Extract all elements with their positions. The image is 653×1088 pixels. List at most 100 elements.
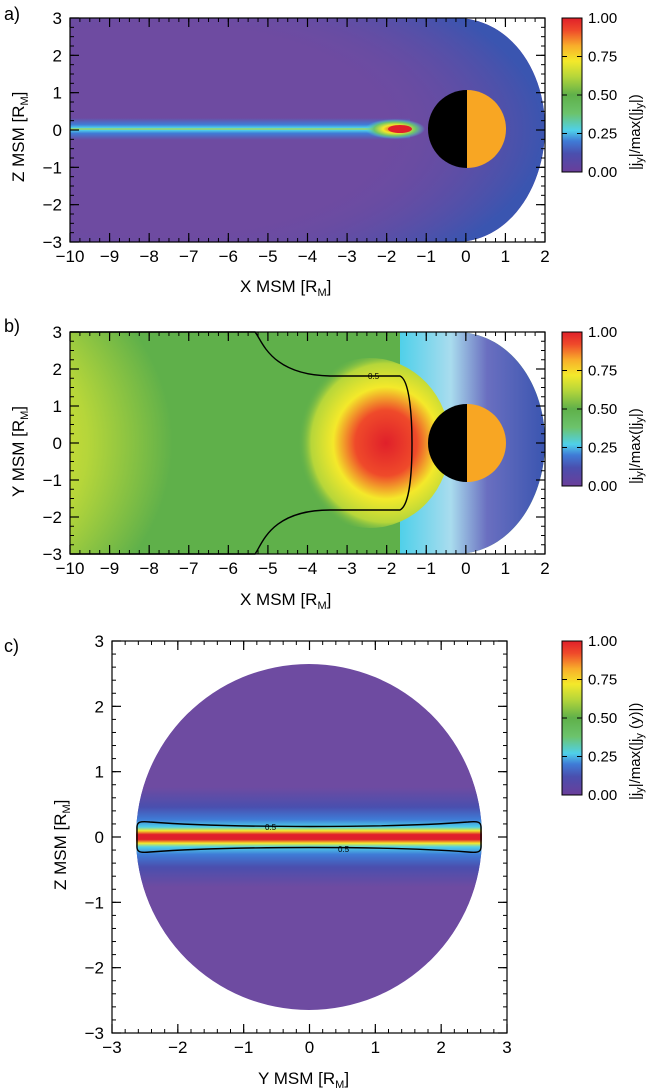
contour-line-c-ends bbox=[136, 827, 482, 847]
colorbar-tick-label: 0.00 bbox=[588, 787, 617, 804]
y-tick-label: 0 bbox=[53, 434, 62, 453]
panel-a-xlabel: X MSM [RM] bbox=[240, 277, 331, 299]
x-tick-label: 1 bbox=[501, 559, 510, 578]
y-tick-label: 0 bbox=[53, 121, 62, 140]
x-tick-label: −6 bbox=[219, 247, 238, 266]
panel-b-ylabel: Y MSM [RM] bbox=[9, 406, 31, 497]
panel-c-heatmap bbox=[136, 664, 482, 1010]
colorbar-tick-label: 0.75 bbox=[588, 363, 617, 380]
colorbar-tick-label: 0.25 bbox=[588, 440, 617, 457]
panel-b-label: b) bbox=[4, 316, 20, 336]
x-tick-label: −4 bbox=[298, 559, 317, 578]
colorbar-tick-label: 0.50 bbox=[588, 401, 617, 418]
planet-dayside bbox=[467, 404, 506, 482]
y-tick-label: 1 bbox=[53, 397, 62, 416]
x-tick-label: 2 bbox=[540, 247, 549, 266]
x-tick-label: −5 bbox=[258, 559, 277, 578]
colorbar-tick-label: 0.00 bbox=[588, 164, 617, 181]
y-tick-label: −2 bbox=[43, 196, 62, 215]
x-tick-label: 1 bbox=[501, 247, 510, 266]
planet-dayside bbox=[467, 90, 506, 168]
x-tick-label: −3 bbox=[337, 247, 356, 266]
x-tick-label: −2 bbox=[168, 1038, 187, 1057]
panel-a-colorbar-title: |jy|/max(|jy|) bbox=[627, 94, 646, 170]
colorbar-tick-label: 0.50 bbox=[588, 710, 617, 727]
colorbar-tick-label: 1.00 bbox=[588, 10, 617, 27]
panel-b-heatmap bbox=[70, 332, 545, 554]
panel-b-xlabel: X MSM [RM] bbox=[240, 590, 331, 612]
y-tick-label: −3 bbox=[43, 233, 62, 252]
y-tick-label: −1 bbox=[43, 471, 62, 490]
x-tick-label: −2 bbox=[377, 247, 396, 266]
y-tick-label: −3 bbox=[85, 1024, 104, 1043]
x-tick-label: −3 bbox=[102, 1038, 121, 1057]
panel-a-colorbar: 1.00 0.75 0.50 0.25 0.00 |jy|/max(|jy|) bbox=[561, 10, 646, 181]
x-tick-label: −10 bbox=[56, 247, 85, 266]
planet-b bbox=[428, 404, 506, 482]
x-tick-label: −9 bbox=[100, 559, 119, 578]
colorbar-tick-label: 1.00 bbox=[588, 324, 617, 341]
x-tick-label: 1 bbox=[371, 1038, 380, 1057]
contour-label-c-bottom: 0.5 bbox=[338, 845, 350, 854]
panel-c-axes: −3 −2 −1 0 1 2 3 3 2 1 0 −1 −2 −3 bbox=[85, 632, 512, 1057]
y-tick-label: 1 bbox=[53, 84, 62, 103]
panel-c: c) 0.5 0.5 −3 −2 −1 0 1 2 3 3 2 1 0 −1 −2 −3 Y MSM [R… bbox=[4, 632, 646, 1088]
contour-line-b bbox=[70, 331, 413, 555]
x-tick-label: 0 bbox=[305, 1038, 314, 1057]
x-tick-label: −7 bbox=[179, 247, 198, 266]
x-tick-label: 0 bbox=[461, 559, 470, 578]
x-tick-label: −9 bbox=[100, 247, 119, 266]
x-tick-label: 3 bbox=[502, 1038, 511, 1057]
x-tick-label: −2 bbox=[377, 559, 396, 578]
x-tick-label: −1 bbox=[234, 1038, 253, 1057]
planet-nightside bbox=[428, 404, 467, 482]
x-tick-label: −5 bbox=[258, 247, 277, 266]
x-tick-label: −8 bbox=[139, 247, 158, 266]
y-tick-label: 2 bbox=[53, 46, 62, 65]
x-tick-label: −1 bbox=[417, 559, 436, 578]
x-tick-label: −6 bbox=[219, 559, 238, 578]
colorbar-tick-label: 0.50 bbox=[588, 87, 617, 104]
panel-c-xlabel: Y MSM [RM] bbox=[258, 1069, 349, 1088]
panel-b: b) 0.5 −10 −9 −8 −7 −6 −5 −4 −3 −2 −1 0 1 23210−1−2−… bbox=[4, 316, 646, 612]
colorbar-tick-label: 1.00 bbox=[588, 633, 617, 650]
panel-c-colorbar-title: |jy|/max(|jy (y)|) bbox=[627, 703, 646, 800]
y-tick-label: 3 bbox=[95, 632, 104, 651]
planet-a bbox=[428, 90, 506, 168]
x-tick-label: 2 bbox=[540, 559, 549, 578]
y-tick-label: 3 bbox=[53, 323, 62, 342]
x-tick-label: −3 bbox=[337, 559, 356, 578]
panel-b-colorbar-title: |jy|/max(|jy|) bbox=[627, 408, 646, 484]
y-tick-label: −3 bbox=[43, 545, 62, 564]
x-tick-label: −1 bbox=[417, 247, 436, 266]
y-tick-label: 2 bbox=[53, 360, 62, 379]
contour-line-c-bottom bbox=[136, 846, 482, 854]
contour-label-b: 0.5 bbox=[368, 372, 380, 381]
y-tick-label: 3 bbox=[53, 9, 62, 28]
panel-a-label: a) bbox=[4, 4, 20, 24]
y-tick-label: −2 bbox=[43, 508, 62, 527]
x-tick-label: −4 bbox=[298, 247, 317, 266]
x-tick-label: 0 bbox=[461, 247, 470, 266]
panel-c-colorbar: 1.00 0.75 0.50 0.25 0.00 |jy|/max(|jy (y)|) bbox=[561, 633, 646, 804]
x-tick-label: −8 bbox=[139, 559, 158, 578]
contour-line-c-top bbox=[136, 820, 482, 828]
y-tick-label: −1 bbox=[85, 893, 104, 912]
y-tick-label: −1 bbox=[43, 158, 62, 177]
contour-label-c-top: 0.5 bbox=[265, 823, 277, 832]
panel-a-ylabel: Z MSM [RM] bbox=[9, 92, 31, 182]
colorbar-tick-label: 0.75 bbox=[588, 672, 617, 689]
panel-c-ylabel: Z MSM [RM] bbox=[51, 800, 73, 890]
colorbar-tick-label: 0.00 bbox=[588, 478, 617, 495]
x-tick-label: 2 bbox=[436, 1038, 445, 1057]
colorbar-tick-label: 0.25 bbox=[588, 126, 617, 143]
y-tick-label: 2 bbox=[95, 697, 104, 716]
panel-c-label: c) bbox=[4, 636, 19, 656]
planet-nightside bbox=[428, 90, 467, 168]
x-tick-label: −7 bbox=[179, 559, 198, 578]
colorbar-tick-label: 0.75 bbox=[588, 49, 617, 66]
